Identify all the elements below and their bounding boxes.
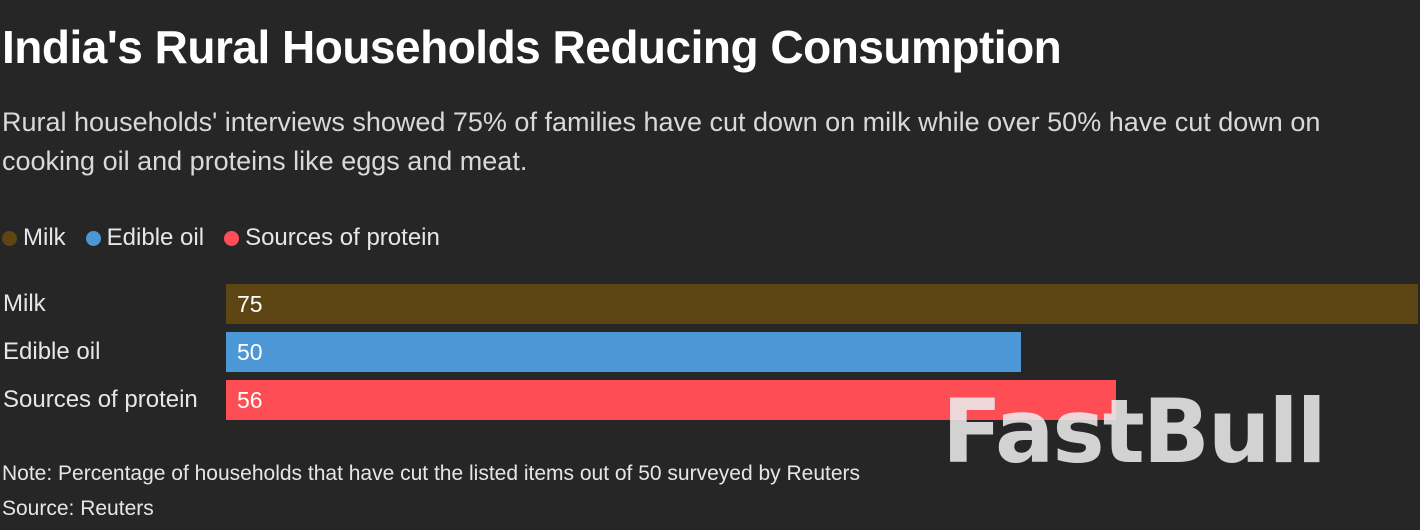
bar-value-edible-oil: 50 <box>237 339 263 365</box>
bar-row-edible-oil: Edible oil 50 <box>0 332 1420 372</box>
chart-subtitle: Rural households' interviews showed 75% … <box>2 107 1321 176</box>
category-label-edible-oil: Edible oil <box>3 338 101 365</box>
chart-title: India's Rural Households Reducing Consum… <box>2 21 1062 73</box>
bar-edible-oil <box>226 332 1021 372</box>
bar-row-milk: Milk 75 <box>0 284 1420 324</box>
legend-item-protein: Sources of protein <box>224 224 440 252</box>
bar-protein <box>226 380 1117 420</box>
legend: Milk Edible oil Sources of protein <box>2 224 460 252</box>
legend-item-edible-oil: Edible oil <box>85 224 205 252</box>
legend-label-edible-oil: Edible oil <box>106 224 205 251</box>
legend-dot-milk-icon <box>2 230 17 246</box>
watermark-logo: FastBull <box>942 380 1327 483</box>
legend-dot-edible-oil-icon <box>85 230 101 246</box>
bar-milk <box>226 284 1418 324</box>
chart-source: Source: Reuters <box>2 497 154 520</box>
legend-label-milk: Milk <box>23 224 66 251</box>
bar-chart: Milk 75 Edible oil 50 Sources of protein… <box>0 280 1420 425</box>
bar-row-protein: Sources of protein 56 <box>0 380 1420 420</box>
legend-item-milk: Milk <box>2 224 66 252</box>
legend-label-protein: Sources of protein <box>245 224 440 251</box>
legend-dot-protein-icon <box>224 230 240 246</box>
category-label-milk: Milk <box>3 290 46 317</box>
category-label-protein: Sources of protein <box>3 386 198 413</box>
chart-note: Note: Percentage of households that have… <box>2 462 861 485</box>
bar-value-milk: 75 <box>237 291 263 317</box>
bar-value-protein: 56 <box>237 387 263 413</box>
